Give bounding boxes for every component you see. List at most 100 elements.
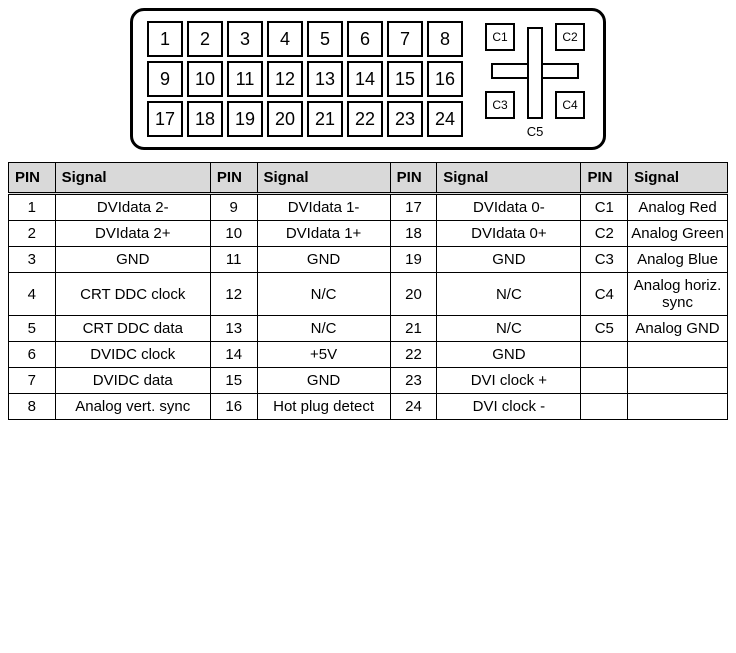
pin-box: 3 <box>227 21 263 57</box>
pin-cell: 23 <box>390 368 437 394</box>
pin-cell: 12 <box>210 273 257 316</box>
pin-box: 15 <box>387 61 423 97</box>
pin-cell: C2 <box>581 221 628 247</box>
signal-cell: DVIdata 0- <box>437 194 581 221</box>
connector-diagram: 1 2 3 4 5 6 7 8 9 10 11 12 13 14 15 16 1… <box>8 8 728 150</box>
pin-box: 6 <box>347 21 383 57</box>
pin-cell: 20 <box>390 273 437 316</box>
pin-box: 20 <box>267 101 303 137</box>
pin-cell: 22 <box>390 342 437 368</box>
pin-cell: 6 <box>9 342 56 368</box>
pin-box: 10 <box>187 61 223 97</box>
signal-cell: Analog horiz. sync <box>628 273 728 316</box>
table-row: 1DVIdata 2- 9DVIdata 1- 17DVIdata 0- C1A… <box>9 194 728 221</box>
pinout-table: PIN Signal PIN Signal PIN Signal PIN Sig… <box>8 162 728 420</box>
pin-cell: C4 <box>581 273 628 316</box>
pin-box: 18 <box>187 101 223 137</box>
signal-cell: Analog Blue <box>628 247 728 273</box>
signal-cell: GND <box>437 342 581 368</box>
pin-cell: 14 <box>210 342 257 368</box>
pin-box: 4 <box>267 21 303 57</box>
pin-cell: 15 <box>210 368 257 394</box>
pin-cell <box>581 368 628 394</box>
col-header-signal: Signal <box>628 163 728 194</box>
table-row: 3GND 11GND 19GND C3Analog Blue <box>9 247 728 273</box>
signal-cell: N/C <box>257 273 390 316</box>
signal-cell: Analog Green <box>628 221 728 247</box>
signal-cell: DVI clock - <box>437 394 581 420</box>
pin-box: 5 <box>307 21 343 57</box>
col-header-pin: PIN <box>581 163 628 194</box>
signal-cell: DVIDC clock <box>55 342 210 368</box>
connector-outline: 1 2 3 4 5 6 7 8 9 10 11 12 13 14 15 16 1… <box>130 8 606 150</box>
c-pin: C1 <box>485 23 515 51</box>
c-pin: C3 <box>485 91 515 119</box>
pin-grid: 1 2 3 4 5 6 7 8 9 10 11 12 13 14 15 16 1… <box>147 21 463 137</box>
signal-cell: DVIDC data <box>55 368 210 394</box>
col-header-signal: Signal <box>437 163 581 194</box>
pin-cell: 10 <box>210 221 257 247</box>
pin-cell: 7 <box>9 368 56 394</box>
pin-cell: C1 <box>581 194 628 221</box>
signal-cell: Hot plug detect <box>257 394 390 420</box>
pin-box: 8 <box>427 21 463 57</box>
c5-label: C5 <box>481 124 589 139</box>
pin-cell: 13 <box>210 316 257 342</box>
signal-cell: DVIdata 2- <box>55 194 210 221</box>
pin-cell: 8 <box>9 394 56 420</box>
signal-cell <box>628 368 728 394</box>
pin-cell: 21 <box>390 316 437 342</box>
pin-box: 23 <box>387 101 423 137</box>
signal-cell: DVI clock + <box>437 368 581 394</box>
signal-cell: CRT DDC clock <box>55 273 210 316</box>
col-header-pin: PIN <box>9 163 56 194</box>
pin-box: 2 <box>187 21 223 57</box>
pin-cell: 17 <box>390 194 437 221</box>
pin-box: 22 <box>347 101 383 137</box>
signal-cell <box>628 342 728 368</box>
signal-cell: GND <box>55 247 210 273</box>
signal-cell: DVIdata 2+ <box>55 221 210 247</box>
pin-box: 7 <box>387 21 423 57</box>
c-pin: C2 <box>555 23 585 51</box>
signal-cell: Analog vert. sync <box>55 394 210 420</box>
pin-cell <box>581 342 628 368</box>
pin-box: 9 <box>147 61 183 97</box>
pin-cell: 19 <box>390 247 437 273</box>
table-header-row: PIN Signal PIN Signal PIN Signal PIN Sig… <box>9 163 728 194</box>
pin-box: 17 <box>147 101 183 137</box>
table-row: 4CRT DDC clock 12N/C 20N/C C4Analog hori… <box>9 273 728 316</box>
pin-cell: 3 <box>9 247 56 273</box>
signal-cell: N/C <box>257 316 390 342</box>
signal-cell: DVIdata 1- <box>257 194 390 221</box>
col-header-pin: PIN <box>210 163 257 194</box>
pin-cell: 4 <box>9 273 56 316</box>
col-header-pin: PIN <box>390 163 437 194</box>
c-pin: C4 <box>555 91 585 119</box>
pin-box: 12 <box>267 61 303 97</box>
pin-cell: 24 <box>390 394 437 420</box>
pin-cell: C3 <box>581 247 628 273</box>
signal-cell: Analog Red <box>628 194 728 221</box>
signal-cell: CRT DDC data <box>55 316 210 342</box>
pin-box: 14 <box>347 61 383 97</box>
signal-cell: GND <box>257 368 390 394</box>
signal-cell <box>628 394 728 420</box>
signal-cell: N/C <box>437 316 581 342</box>
col-header-signal: Signal <box>55 163 210 194</box>
pin-cell: 16 <box>210 394 257 420</box>
signal-cell: +5V <box>257 342 390 368</box>
signal-cell: DVIdata 1+ <box>257 221 390 247</box>
pin-box: 24 <box>427 101 463 137</box>
signal-cell: GND <box>257 247 390 273</box>
pin-cell: 2 <box>9 221 56 247</box>
pin-box: 16 <box>427 61 463 97</box>
pin-cell: 11 <box>210 247 257 273</box>
pin-cell <box>581 394 628 420</box>
pin-cell: 9 <box>210 194 257 221</box>
analog-cross-block: C1 C2 C3 C4 C5 <box>481 21 589 137</box>
signal-cell: N/C <box>437 273 581 316</box>
pin-box: 1 <box>147 21 183 57</box>
pin-cell: C5 <box>581 316 628 342</box>
table-row: 6DVIDC clock 14+5V 22GND <box>9 342 728 368</box>
